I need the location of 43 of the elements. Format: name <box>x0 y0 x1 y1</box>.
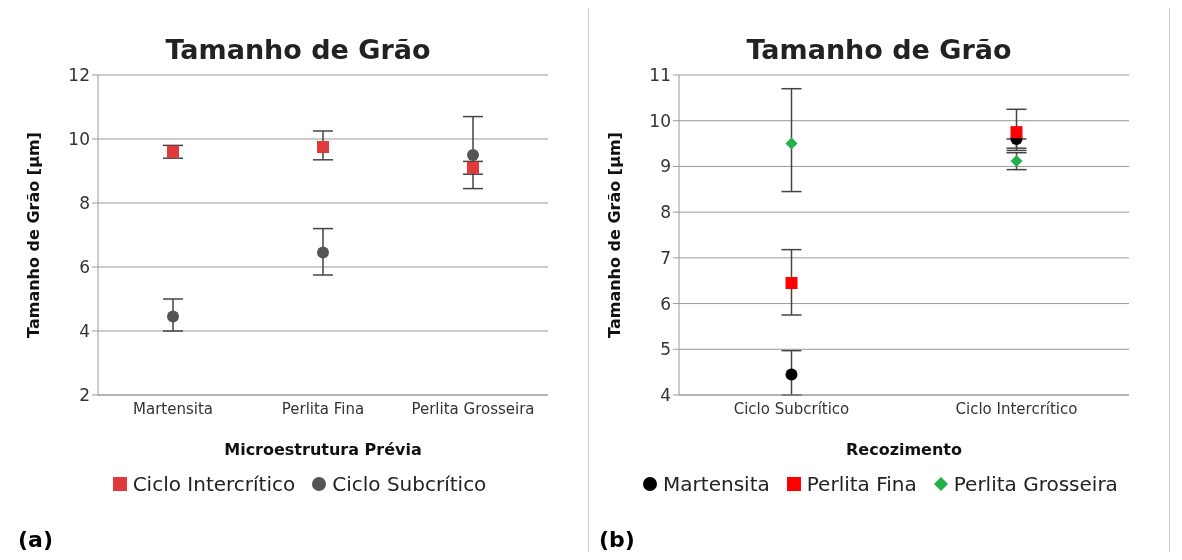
point <box>1010 126 1023 139</box>
point <box>785 368 798 381</box>
point <box>167 145 179 158</box>
y-tick-label: 11 <box>649 65 671 86</box>
x-axis-title: Recozimento <box>846 440 963 459</box>
x-tick-label: Ciclo Subcrítico <box>733 399 850 418</box>
point <box>1010 154 1023 167</box>
y-tick-label: 4 <box>660 385 671 406</box>
y-tick-label: 5 <box>660 339 671 360</box>
x-tick-label: Martensita <box>133 399 213 418</box>
point <box>785 137 798 150</box>
point <box>317 141 329 153</box>
y-tick-label: 10 <box>68 129 90 150</box>
y-tick-label: 6 <box>660 293 671 314</box>
point <box>317 246 329 259</box>
legend-label: Martensita <box>663 472 770 496</box>
y-tick-label: 7 <box>660 247 671 268</box>
legend-label: Perlita Grosseira <box>953 472 1118 496</box>
y-axis-title: Tamanho de Grão [µm] <box>23 132 43 338</box>
y-tick-label: 6 <box>79 257 90 278</box>
x-tick-label: Perlita Fina <box>281 399 365 418</box>
y-tick-label: 8 <box>660 202 671 223</box>
y-tick-label: 4 <box>79 321 90 342</box>
point <box>467 149 479 161</box>
y-tick-label: 12 <box>68 65 90 86</box>
text: (a) <box>18 527 53 552</box>
chart-title: Tamanho de Grão <box>745 34 1013 65</box>
chart-title: Tamanho de Grão <box>164 34 432 65</box>
x-tick-label: Perlita Grosseira <box>411 399 535 418</box>
y-tick-label: 8 <box>79 193 90 214</box>
y-axis-title: Tamanho de Grão [µm] <box>604 132 624 338</box>
legend-label: Ciclo Subcrítico <box>332 472 487 496</box>
point <box>467 161 479 174</box>
y-tick-label: 9 <box>660 156 671 177</box>
y-tick-label: 10 <box>649 110 671 131</box>
x-axis-title: Microestrutura Prévia <box>224 440 422 459</box>
text: (b) <box>599 527 635 552</box>
legend-label: Ciclo Intercrítico <box>132 472 296 496</box>
point <box>785 277 798 289</box>
x-tick-label: Ciclo Intercrítico <box>955 399 1078 418</box>
point <box>167 310 179 323</box>
y-tick-label: 2 <box>79 385 90 406</box>
legend-label: Perlita Fina <box>806 472 917 496</box>
